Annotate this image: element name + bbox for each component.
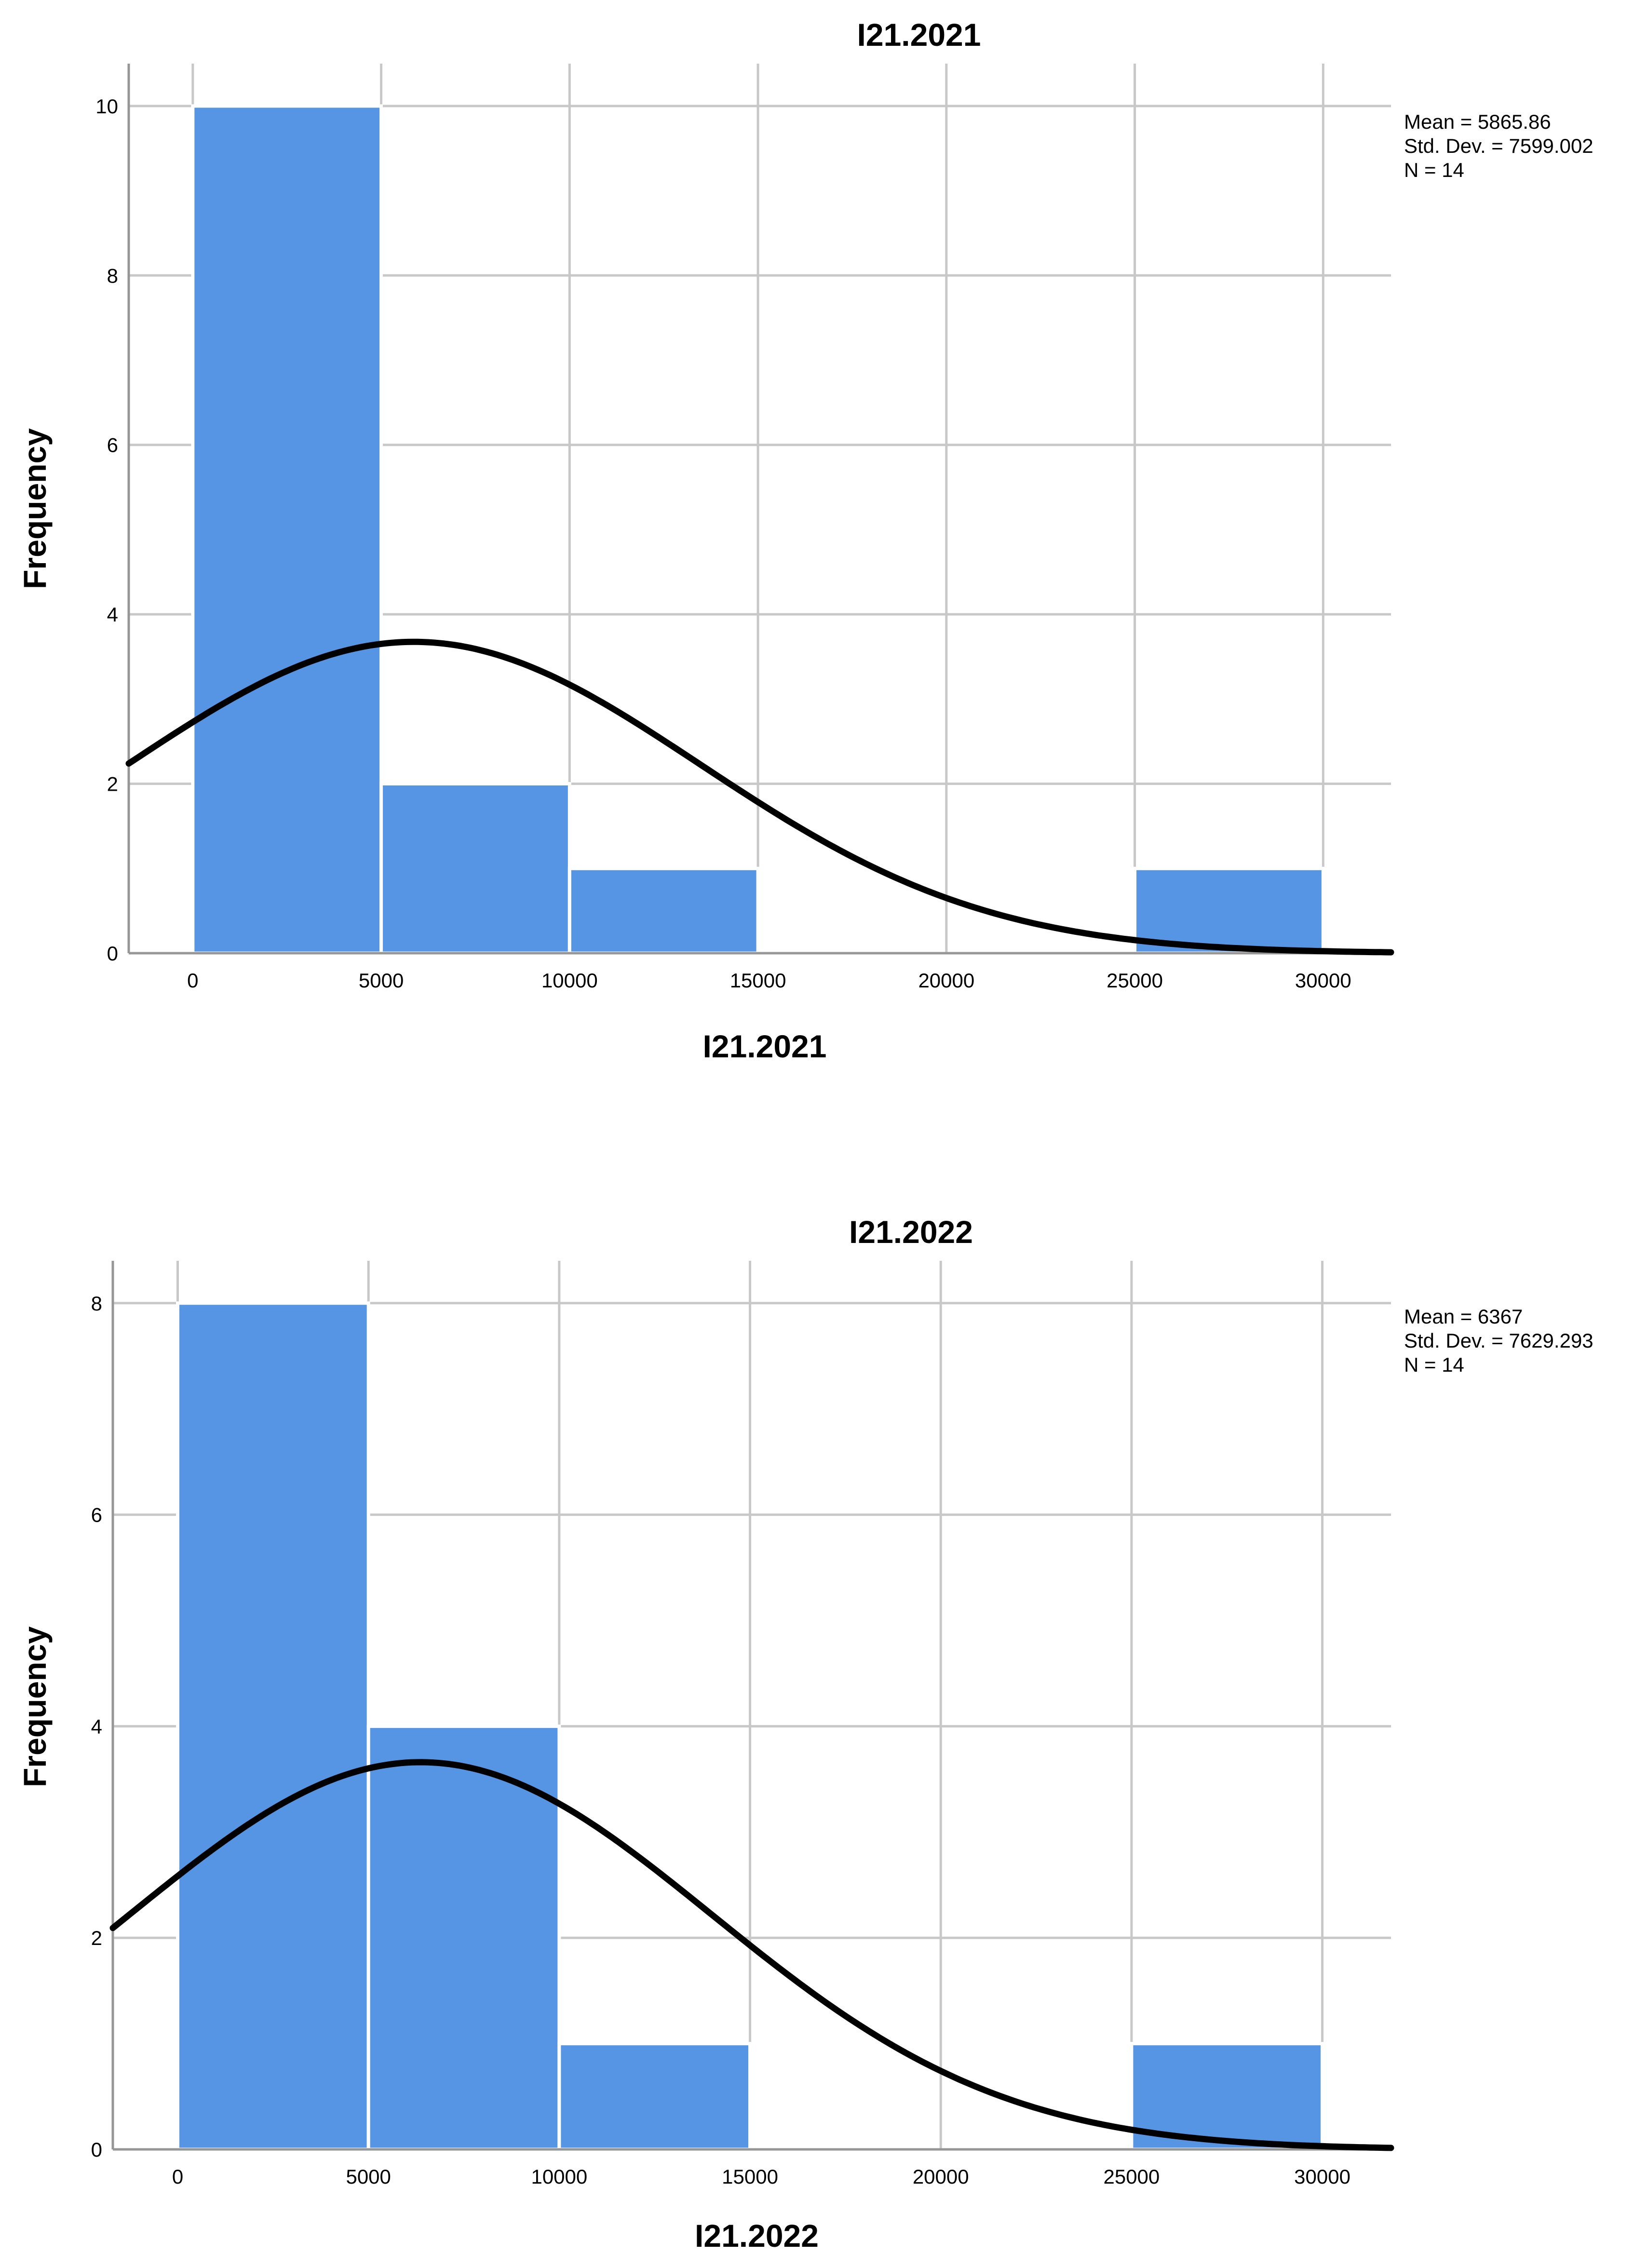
y-axis-label: Frequency (17, 1626, 53, 1787)
x-tick-label: 15000 (730, 969, 786, 992)
x-tick-label: 0 (187, 969, 198, 992)
chart-title: I21.2021 (857, 17, 981, 53)
x-tick-label: 20000 (918, 969, 974, 992)
x-tick-label: 5000 (359, 969, 404, 992)
y-tick-label: 10 (95, 95, 118, 118)
x-tick-label: 30000 (1294, 2165, 1350, 2188)
histogram-bar (1130, 2042, 1324, 2151)
y-tick-label: 2 (107, 773, 118, 796)
histogram-bar (176, 1301, 370, 2151)
x-tick-label: 25000 (1103, 2165, 1160, 2188)
histogram-bar (191, 104, 383, 955)
x-tick-label: 10000 (531, 2165, 587, 2188)
y-tick-label: 8 (107, 264, 118, 287)
y-tick-label: 0 (91, 2138, 102, 2161)
histogram-bar (567, 866, 760, 955)
x-tick-label: 15000 (722, 2165, 778, 2188)
histogram-chart-2: 0 5000 10000 15000 20000 25000 30000 0 2 4 6 8 I21.2… (17, 1214, 1593, 2254)
x-tick-label: 10000 (541, 969, 598, 992)
x-tick-label: 25000 (1107, 969, 1163, 992)
stats-line: Std. Dev. = 7599.002 (1404, 135, 1593, 157)
y-tick-label: 4 (107, 603, 118, 626)
y-tick-label: 2 (91, 1927, 102, 1949)
x-tick-label: 20000 (913, 2165, 969, 2188)
y-tick-label: 0 (107, 942, 118, 965)
chart-title: I21.2022 (849, 1214, 973, 1250)
x-tick-label: 5000 (346, 2165, 391, 2188)
stats-line: Std. Dev. = 7629.293 (1404, 1329, 1593, 1352)
stats-line: N = 14 (1404, 159, 1464, 181)
y-tick-label: 8 (91, 1292, 102, 1315)
normal-distribution-curve (125, 638, 1394, 956)
histogram-chart-1: 0 5000 10000 15000 20000 25000 30000 0 2 4 6 8 10 I21… (17, 17, 1593, 1064)
y-tick-label: 6 (107, 434, 118, 457)
histogram-bar (1133, 866, 1325, 955)
stats-line: Mean = 6367 (1404, 1305, 1523, 1328)
y-tick-label: 4 (91, 1715, 102, 1738)
histogram-bar (557, 2042, 752, 2151)
y-tick-label: 6 (91, 1504, 102, 1526)
normal-distribution-curve (109, 1759, 1394, 2151)
stats-line: N = 14 (1404, 1353, 1464, 1376)
histogram-bar (366, 1724, 561, 2151)
x-tick-label: 0 (172, 2165, 183, 2188)
x-axis-label: I21.2021 (703, 1028, 827, 1064)
x-tick-label: 30000 (1295, 969, 1351, 992)
histogram-bar (379, 782, 571, 955)
stats-line: Mean = 5865.86 (1404, 110, 1551, 133)
x-axis-label: I21.2022 (695, 2218, 819, 2254)
y-axis-label: Frequency (17, 428, 53, 589)
